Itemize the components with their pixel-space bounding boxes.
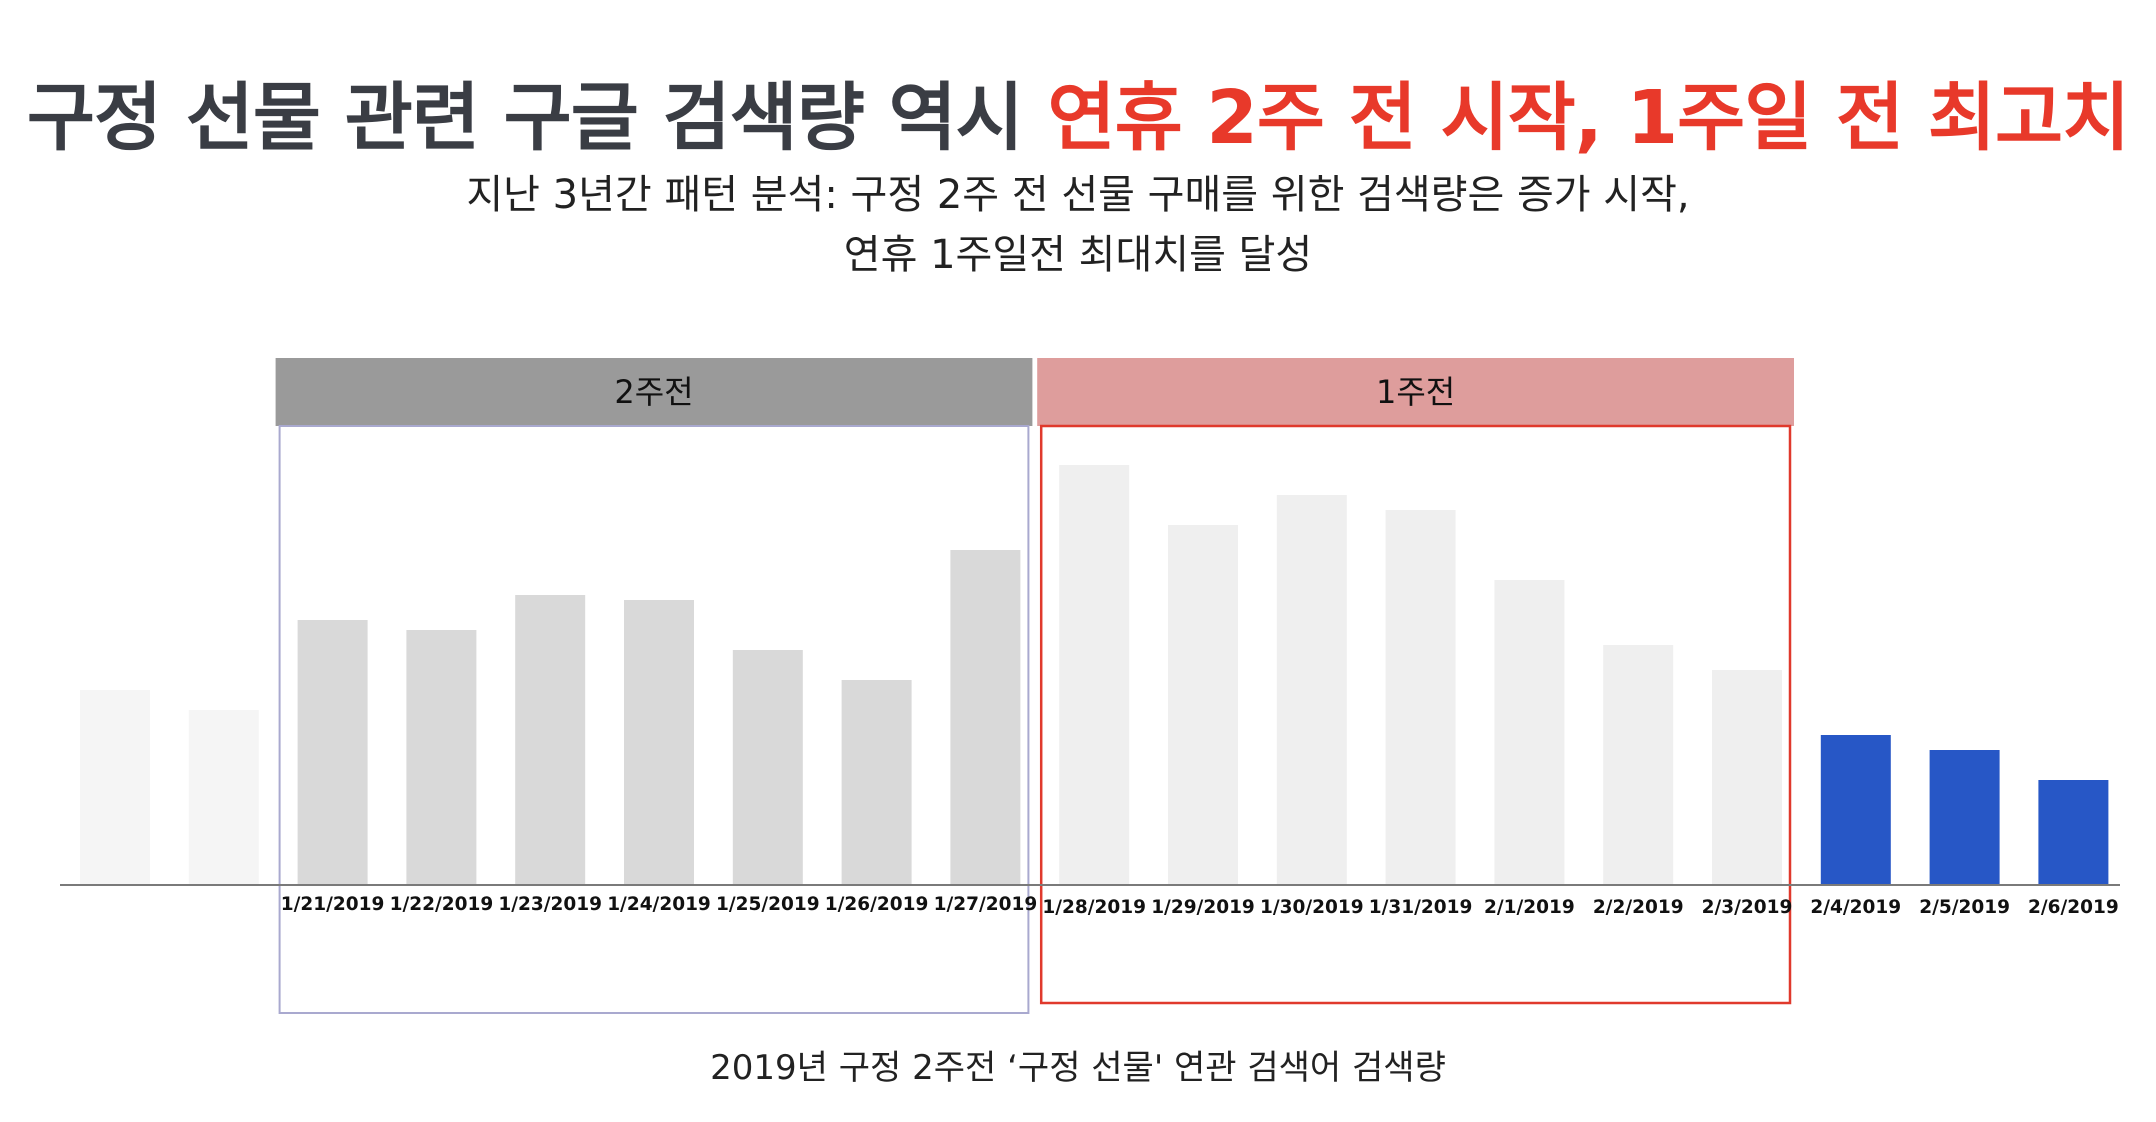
x-tick-label: 1/23/2019 <box>498 894 602 915</box>
bar-1-25-2019 <box>732 650 803 885</box>
bar-1-23-2019 <box>515 595 586 885</box>
label-layer: 1/21/2019 1/22/2019 1/23/2019 1/24/2019 1/25… <box>281 894 2119 918</box>
subtitle-line-2: 연휴 1주일전 최대치를 달성 <box>843 232 1313 278</box>
x-tick-label: 1/29/2019 <box>1151 897 1255 918</box>
subtitle-line-1: 지난 3년간 패턴 분석: 구정 2주 전 선물 구매를 위한 검색량은 증가 … <box>466 172 1690 218</box>
bar-1-22-2019 <box>406 630 477 885</box>
x-tick-label: 2/4/2019 <box>1810 897 1901 918</box>
group-label-one-week: 1주전 <box>1376 373 1455 411</box>
bar-2-3-2019 <box>1712 670 1782 885</box>
bar-2-1-2019 <box>1494 580 1565 885</box>
bar-2-2-2019 <box>1603 645 1674 885</box>
bar-1-24-2019 <box>624 600 694 885</box>
bar-1-27-2019 <box>950 550 1021 885</box>
x-tick-label: 2/6/2019 <box>2028 897 2119 918</box>
x-tick-label: 1/24/2019 <box>607 894 711 915</box>
bar-1-21-2019 <box>297 620 368 885</box>
x-tick-label: 1/28/2019 <box>1042 897 1146 918</box>
group-header-two-weeks <box>275 358 1033 426</box>
x-tick-label: 1/21/2019 <box>281 894 385 915</box>
title-highlight: 연휴 2주 전 시작, 1주일 전 최고치 <box>1047 75 2131 161</box>
group-label-two-weeks: 2주전 <box>614 373 693 411</box>
x-tick-label: 1/31/2019 <box>1369 897 1473 918</box>
group-box-two-weeks <box>278 425 1030 1014</box>
bar-unlabeled-0 <box>80 690 150 885</box>
bar-2-4-2019 <box>1820 735 1891 885</box>
bar-unlabeled-1 <box>188 710 259 885</box>
bar-1-26-2019 <box>841 680 912 885</box>
x-tick-label: 2/1/2019 <box>1484 897 1575 918</box>
x-tick-label: 2/3/2019 <box>1702 897 1793 918</box>
x-tick-label: 1/22/2019 <box>390 894 494 915</box>
x-tick-label: 2/2/2019 <box>1593 897 1684 918</box>
x-tick-label: 1/26/2019 <box>825 894 929 915</box>
chart-title: 구정 선물 관련 구글 검색량 역시 연휴 2주 전 시작, 1주일 전 최고치 <box>0 58 2156 165</box>
bar-1-28-2019 <box>1059 465 1130 885</box>
bar-layer <box>80 465 2109 885</box>
x-tick-label: 1/27/2019 <box>934 894 1038 915</box>
x-tick-label: 2/5/2019 <box>1919 897 2010 918</box>
title-part-1: 구정 선물 관련 구글 검색량 역시 <box>26 75 1048 161</box>
group-text-layer: 2주전 1주전 <box>614 373 1455 411</box>
bar-1-30-2019 <box>1276 495 1347 885</box>
chart-caption: 2019년 구정 2주전 ‘구정 선물' 연관 검색어 검색량 <box>710 1048 1446 1088</box>
group-layer <box>275 358 1794 1014</box>
x-tick-label: 1/30/2019 <box>1260 897 1364 918</box>
x-tick-label: 1/25/2019 <box>716 894 820 915</box>
bar-1-29-2019 <box>1168 525 1238 885</box>
bar-1-31-2019 <box>1385 510 1456 885</box>
bar-2-5-2019 <box>1929 750 2000 885</box>
group-box-one-week <box>1039 424 1792 1005</box>
group-header-one-week <box>1037 358 1794 426</box>
bar-2-6-2019 <box>2038 780 2109 885</box>
